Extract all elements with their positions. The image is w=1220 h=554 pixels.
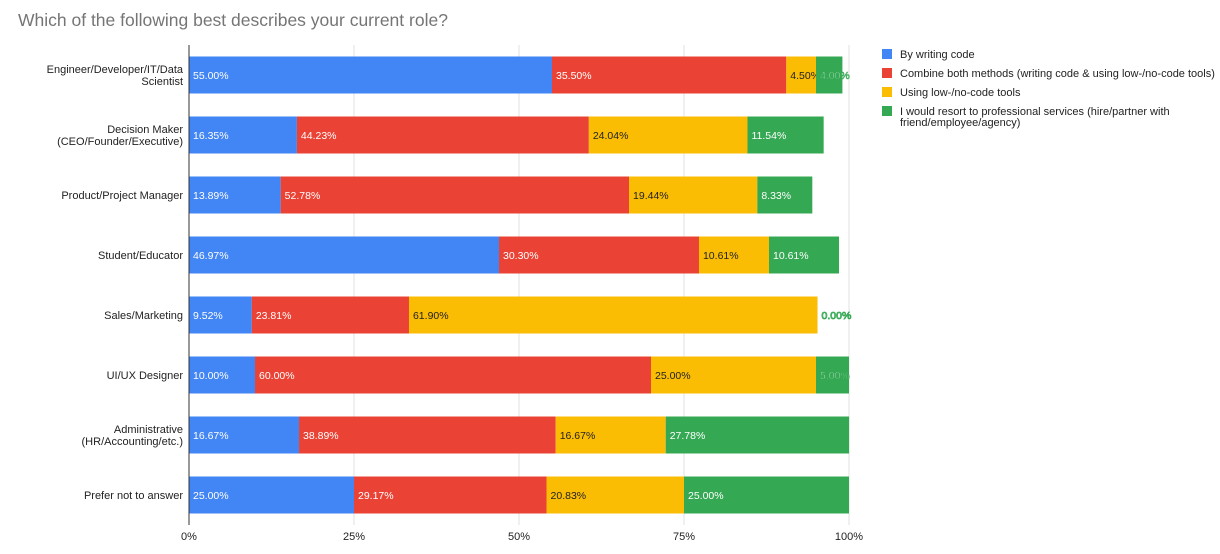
bar-segment: [189, 296, 252, 334]
legend: By writing code Combine both methods (wri…: [882, 49, 1215, 129]
data-label: 61.90%: [413, 310, 449, 322]
chart-title: Which of the following best describes yo…: [18, 10, 448, 30]
data-label: 10.00%: [193, 370, 229, 382]
bar-segment: [757, 176, 813, 214]
category-label: (HR/Accounting/etc.): [82, 436, 183, 448]
data-label: 5.00%: [820, 370, 850, 382]
data-label: 27.78%: [670, 430, 706, 442]
bar-segment: [499, 236, 699, 274]
bar-segment: [546, 476, 684, 514]
category-label: Sales/Marketing: [104, 310, 183, 322]
data-label: 25.00%: [193, 490, 229, 502]
data-label: 4.00%: [820, 70, 850, 82]
data-label: 25.00%: [655, 370, 691, 382]
x-tick-label: 25%: [343, 531, 365, 543]
data-label: 46.97%: [193, 250, 229, 262]
data-label: 4.50%: [790, 70, 820, 82]
bar-segment: [280, 176, 630, 214]
data-label: 25.00%: [688, 490, 724, 502]
x-tick-label: 0%: [181, 531, 197, 543]
category-label: Administrative: [114, 424, 183, 436]
legend-label: Using low-/no-code tools: [900, 87, 1021, 99]
bar-segment: [651, 356, 816, 394]
data-label: 20.83%: [551, 490, 587, 502]
legend-swatch: [882, 49, 892, 59]
bar-segment: [189, 356, 255, 394]
bar-segment: [816, 356, 849, 394]
category-label: Student/Educator: [98, 250, 183, 262]
bar-segment: [189, 236, 500, 274]
data-label: 8.33%: [761, 190, 791, 202]
data-label: 29.17%: [358, 490, 394, 502]
data-label: 16.35%: [193, 130, 229, 142]
category-label: Prefer not to answer: [84, 490, 183, 502]
bar-segment: [816, 56, 843, 94]
data-label: 0.00%: [822, 310, 852, 322]
legend-swatch: [882, 106, 892, 116]
legend-label: friend/employee/agency): [900, 117, 1020, 129]
bar-segment: [629, 176, 758, 214]
x-tick-label: 75%: [673, 531, 695, 543]
bar-segment: [769, 236, 840, 274]
category-label: Engineer/Developer/IT/Data: [47, 64, 184, 76]
axes: 0% 25% 50% 75% 100% Engineer/Developer/IT/Dat…: [47, 45, 863, 543]
bar-segment: [698, 236, 770, 274]
category-label: (CEO/Founder/Executive): [57, 136, 183, 148]
legend-label: By writing code: [900, 49, 975, 61]
bar-segment: [555, 416, 666, 454]
data-label: 44.23%: [301, 130, 337, 142]
data-label: 13.89%: [193, 190, 229, 202]
data-label: 52.78%: [285, 190, 321, 202]
x-tick-label: 50%: [508, 531, 530, 543]
legend-swatch: [882, 87, 892, 97]
x-tick-label: 100%: [835, 531, 863, 543]
bar-segment: [408, 296, 818, 334]
bar-segment: [255, 356, 651, 394]
data-label: 24.04%: [593, 130, 629, 142]
bar-segment: [189, 176, 281, 214]
data-label: 10.61%: [703, 250, 739, 262]
bar-segment: [588, 116, 748, 154]
bar-segment: [552, 56, 787, 94]
data-label: 9.52%: [193, 310, 223, 322]
data-label: 55.00%: [193, 70, 229, 82]
bar-segment: [189, 416, 300, 454]
data-label: 16.67%: [193, 430, 229, 442]
category-label: UI/UX Designer: [107, 370, 184, 382]
category-label: Product/Project Manager: [61, 190, 183, 202]
bar-segment: [354, 476, 547, 514]
category-label: Scientist: [141, 76, 183, 88]
data-label: 35.50%: [556, 70, 592, 82]
bar-segment: [189, 116, 297, 154]
data-label: 23.81%: [256, 310, 292, 322]
bar-segment: [747, 116, 824, 154]
bars: 55.00% 35.50% 4.50% 4.00% 16.35% 44.23% 24.04%…: [189, 56, 852, 514]
data-label: 30.30%: [503, 250, 539, 262]
category-label: Decision Maker: [107, 124, 183, 136]
bar-segment: [299, 416, 556, 454]
bar-segment: [189, 476, 354, 514]
data-label: 11.54%: [751, 130, 786, 142]
data-label: 38.89%: [303, 430, 339, 442]
bar-segment: [684, 476, 849, 514]
data-label: 16.67%: [560, 430, 596, 442]
bar-segment: [665, 416, 850, 454]
data-label: 60.00%: [259, 370, 295, 382]
legend-swatch: [882, 68, 892, 78]
legend-label: I would resort to professional services …: [900, 106, 1170, 118]
legend-label: Combine both methods (writing code & usi…: [900, 68, 1215, 80]
data-label: 19.44%: [633, 190, 669, 202]
data-label: 10.61%: [773, 250, 809, 262]
bar-segment: [189, 56, 552, 94]
bar-segment: [786, 56, 816, 94]
bar-segment: [296, 116, 589, 154]
bar-segment: [251, 296, 409, 334]
